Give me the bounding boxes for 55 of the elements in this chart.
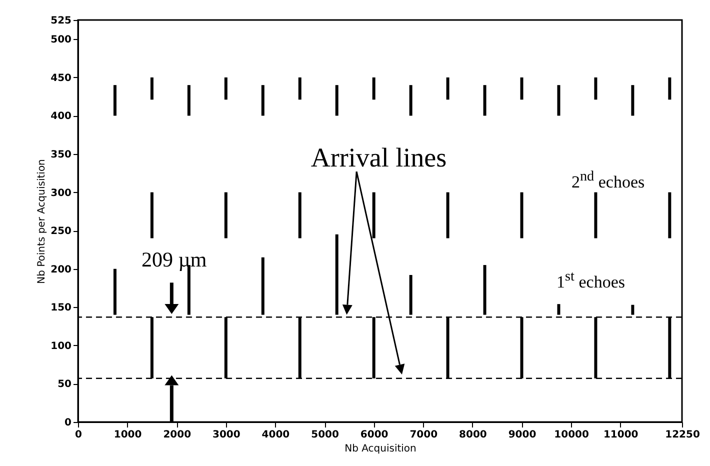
y-tick-label: 525 xyxy=(50,16,72,26)
x-tick-label: 12250 xyxy=(665,430,700,440)
x-tick-label: 0 xyxy=(75,430,82,440)
y-tick-label: 350 xyxy=(50,150,72,160)
bar xyxy=(187,85,190,116)
y-tick-label: 250 xyxy=(50,226,72,238)
bar xyxy=(150,77,154,100)
y-tick-label: 50 xyxy=(58,379,72,390)
annotation: 1$^{st}$ echoes xyxy=(556,269,626,292)
annotation: Arrival lines xyxy=(310,142,447,172)
bar xyxy=(113,85,116,116)
x-tick-label: 1000 xyxy=(114,430,142,440)
y-axis-title: Nb Points per Acquisition xyxy=(36,159,48,284)
bar xyxy=(298,192,302,238)
x-tick-label: 9000 xyxy=(508,430,536,440)
bar xyxy=(298,77,302,100)
bar xyxy=(224,77,228,100)
x-tick-label: 2000 xyxy=(163,430,192,440)
x-tick-label: 3000 xyxy=(212,430,240,440)
bar xyxy=(594,77,598,100)
x-tick-label: 11000 xyxy=(603,430,638,440)
bar xyxy=(446,77,450,100)
x-tick-label: 10000 xyxy=(554,430,589,440)
annotation: 209 µm xyxy=(142,247,207,272)
bar xyxy=(594,192,598,238)
bar xyxy=(557,85,560,116)
y-tick-label: 500 xyxy=(50,34,72,46)
x-tick-label: 8000 xyxy=(459,430,487,440)
bar xyxy=(668,77,672,100)
x-tick-label: 6000 xyxy=(360,430,388,440)
x-axis-title: Nb Acquisition xyxy=(344,444,416,454)
bar xyxy=(372,77,376,100)
y-tick-label: 450 xyxy=(50,72,72,84)
bar xyxy=(668,192,672,238)
x-tick-label: 5000 xyxy=(311,430,339,440)
y-tick-label: 100 xyxy=(50,340,72,352)
bar xyxy=(335,85,338,116)
y-tick-label: 300 xyxy=(50,188,72,199)
bar xyxy=(372,192,376,238)
bar xyxy=(483,85,486,116)
bar xyxy=(631,85,634,116)
bar xyxy=(520,192,524,238)
bar xyxy=(261,85,264,116)
annotation: 2$^{nd}$ echoes xyxy=(571,168,645,192)
bar xyxy=(446,192,450,238)
y-tick-label: 150 xyxy=(50,302,72,314)
y-tick-label: 0 xyxy=(64,418,72,428)
x-tick-label: 4000 xyxy=(262,430,290,440)
bar xyxy=(409,85,412,116)
bar xyxy=(150,192,154,238)
bar xyxy=(224,192,228,238)
x-tick-label: 7000 xyxy=(410,430,438,440)
bar xyxy=(520,77,524,100)
y-tick-label: 200 xyxy=(50,264,72,276)
y-tick-label: 400 xyxy=(50,111,72,122)
